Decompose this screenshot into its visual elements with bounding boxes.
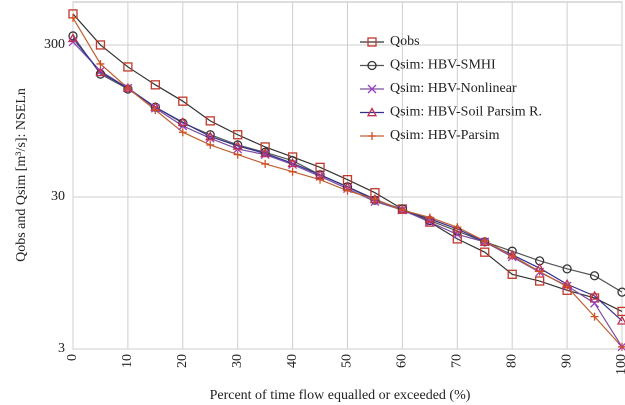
marker [232, 140, 243, 150]
marker [507, 269, 517, 279]
marker [480, 237, 489, 246]
marker [589, 290, 600, 300]
marker [288, 167, 297, 176]
marker [453, 223, 462, 232]
marker [452, 223, 463, 233]
marker [69, 13, 77, 22]
series-line [73, 13, 622, 312]
x-tick-label: 10 [120, 354, 135, 368]
marker [233, 130, 243, 140]
marker [617, 287, 625, 297]
y-tick-label: 300 [44, 37, 65, 52]
marker [562, 264, 572, 274]
marker [287, 157, 298, 168]
legend-label: Qobs [390, 34, 420, 49]
marker [96, 59, 105, 68]
marker [150, 80, 161, 90]
marker [178, 96, 188, 106]
legend-label: Qsim: HBV-Nonlinear [390, 81, 517, 96]
legend-marker [366, 107, 378, 117]
marker [343, 186, 352, 195]
marker [370, 195, 379, 204]
marker [260, 148, 271, 158]
legend-marker [367, 37, 377, 47]
marker [287, 152, 298, 162]
marker [233, 150, 242, 159]
marker [316, 175, 325, 184]
marker [68, 31, 78, 41]
x-tick-label: 90 [559, 354, 574, 368]
marker [205, 116, 215, 126]
legend-label: Qsim: HBV-Parsim [390, 128, 500, 143]
x-tick-label: 50 [340, 354, 355, 368]
legend-label: Qsim: HBV-SMHI [390, 58, 496, 73]
marker [206, 140, 215, 149]
x-tick-label: 70 [450, 354, 465, 368]
marker [123, 62, 133, 72]
legend-label: Qsim: HBV-Soil Parsim R. [390, 105, 542, 120]
marker [260, 142, 270, 152]
x-tick-label: 80 [504, 354, 519, 368]
marker [535, 267, 544, 276]
marker [590, 312, 599, 321]
marker [398, 206, 407, 215]
marker [535, 276, 545, 286]
legend-marker [367, 60, 377, 71]
marker [288, 160, 298, 170]
marker [205, 133, 215, 143]
marker [616, 315, 625, 325]
marker [508, 251, 517, 260]
marker [67, 32, 79, 43]
marker [424, 213, 435, 223]
legend-marker [367, 84, 377, 94]
marker [617, 306, 625, 317]
x-axis-label: Percent of time flow equalled or exceede… [210, 388, 471, 403]
marker [123, 84, 132, 93]
legend-marker [368, 132, 376, 140]
marker [151, 106, 160, 115]
y-axis-label: Qobs and Qsim [m³/s]: NSELn [14, 88, 29, 262]
x-tick-label: 40 [285, 354, 300, 368]
marker [425, 213, 434, 222]
marker [95, 69, 106, 79]
marker [589, 271, 600, 281]
marker [563, 282, 572, 291]
x-tick-label: 60 [395, 354, 410, 368]
marker [95, 40, 106, 50]
marker [95, 67, 106, 77]
y-tick-label: 3 [58, 341, 65, 356]
y-tick-label: 30 [51, 189, 65, 204]
x-tick-label: 100 [614, 354, 625, 375]
marker [178, 128, 187, 137]
x-tick-label: 20 [175, 354, 190, 368]
marker [590, 298, 600, 308]
x-tick-label: 0 [65, 354, 80, 361]
marker [261, 159, 270, 168]
x-tick-label: 30 [230, 354, 245, 368]
marker [177, 116, 188, 127]
marker [480, 247, 490, 257]
marker [205, 131, 216, 141]
